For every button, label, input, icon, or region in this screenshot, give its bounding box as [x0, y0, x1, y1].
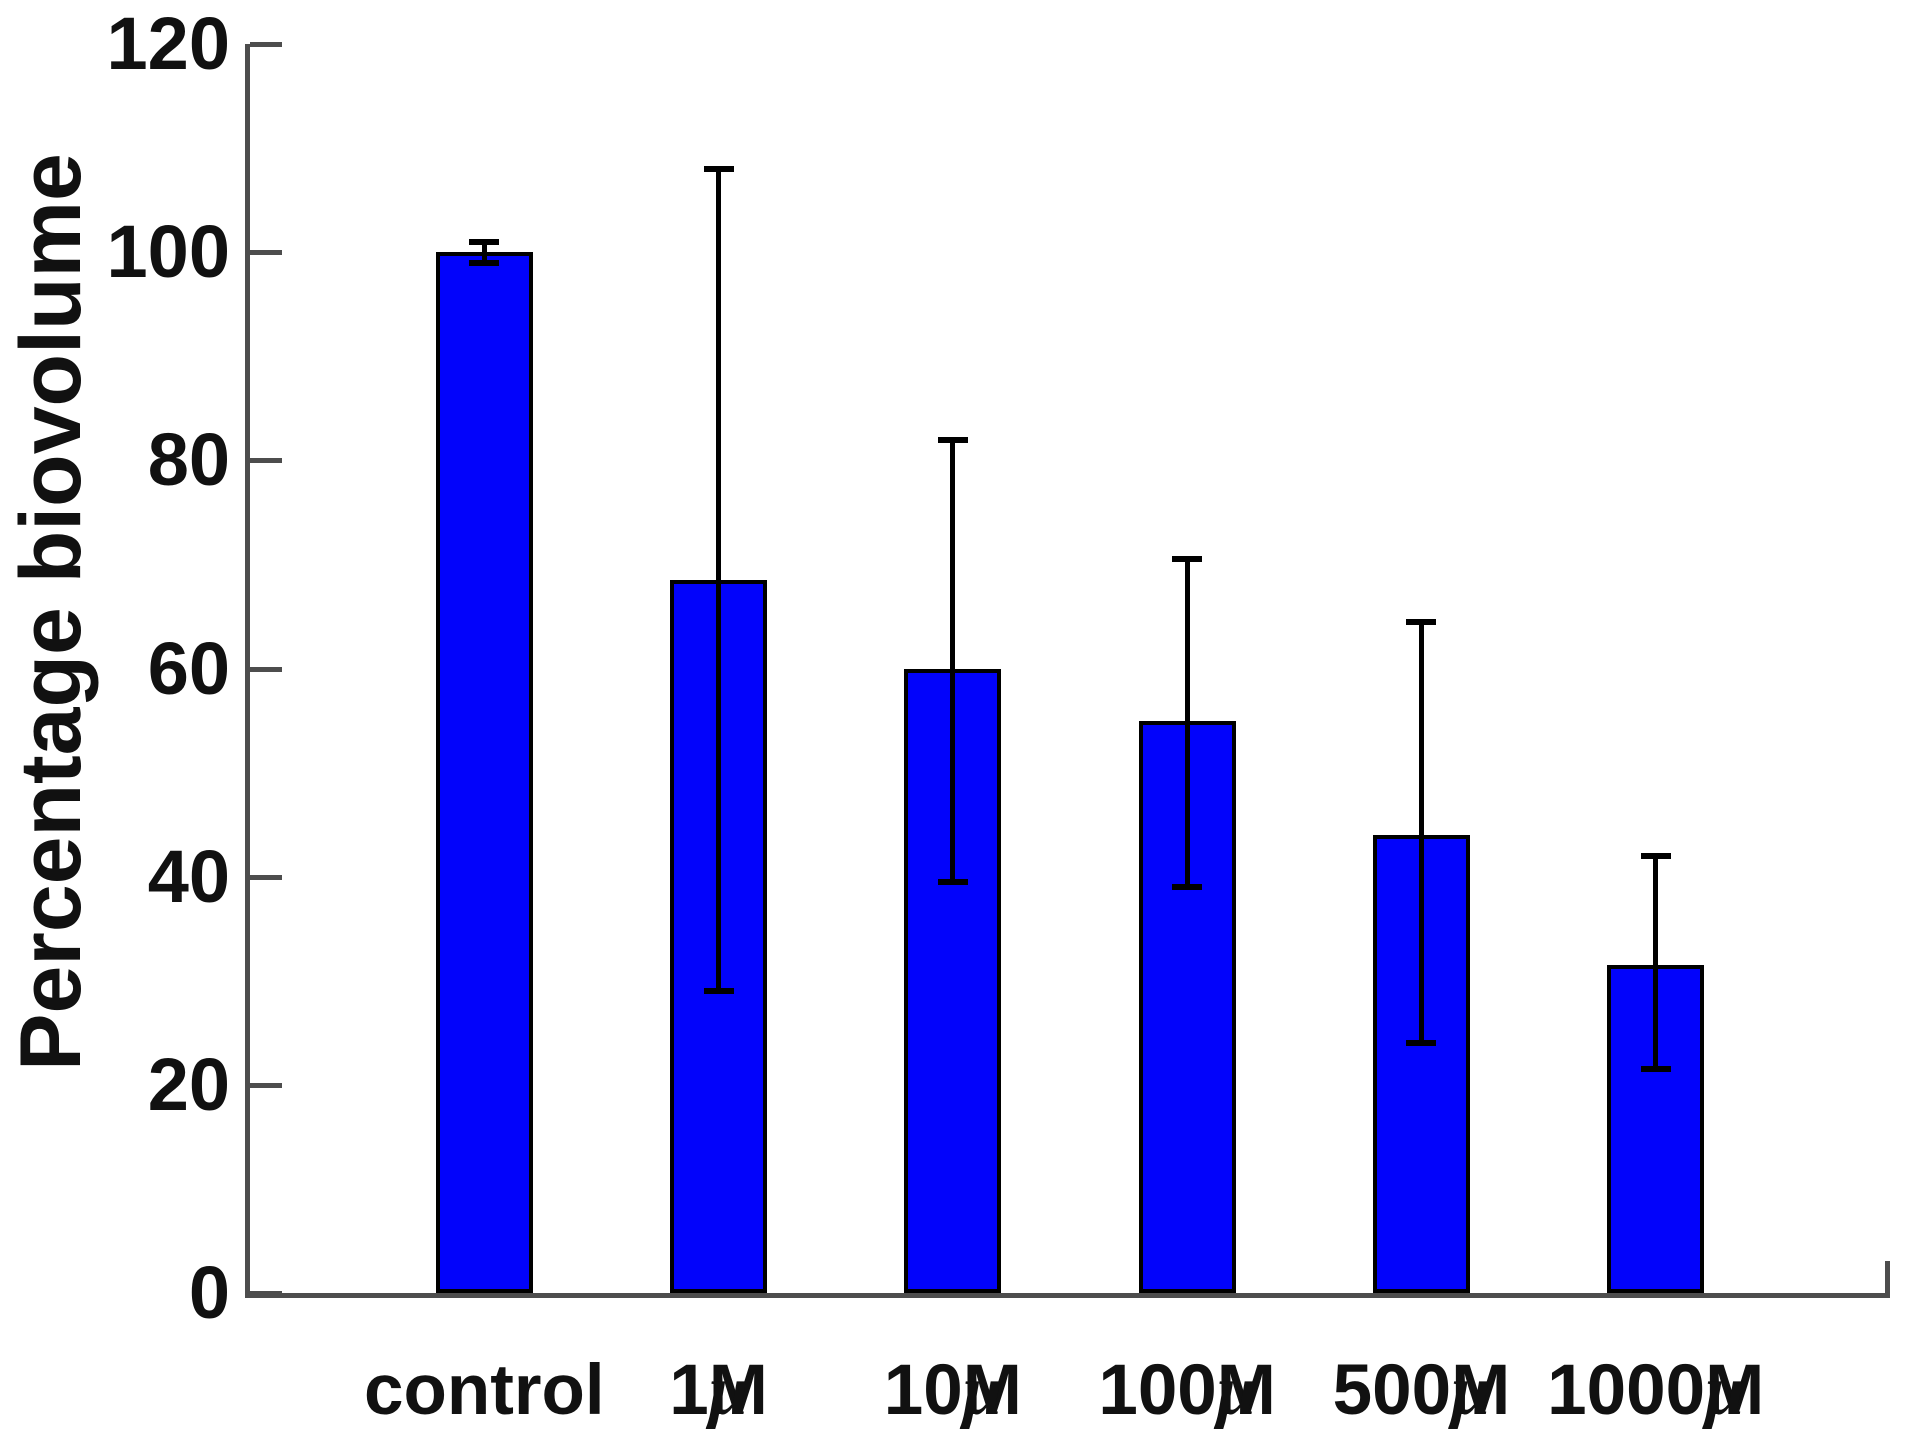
y-tick-label: 20 — [147, 1042, 230, 1126]
error-bar-top-cap — [1172, 556, 1203, 563]
mu-symbol: μ — [1705, 1352, 1745, 1430]
y-tick-label: 60 — [147, 626, 230, 710]
error-bar-top-cap — [703, 165, 734, 172]
x-tick-label: control — [363, 1351, 605, 1430]
x-tick-label: 10 μ M — [883, 1351, 1022, 1430]
y-tick-mark — [250, 250, 282, 256]
error-bar-top-cap — [1406, 618, 1437, 625]
error-bar-top-cap — [1640, 852, 1671, 859]
error-bar-line — [1653, 855, 1659, 1070]
y-tick-mark — [250, 874, 282, 880]
error-bar-line — [716, 168, 722, 992]
mu-symbol: μ — [1451, 1352, 1491, 1430]
y-tick-mark — [250, 666, 282, 672]
y-tick-mark — [250, 42, 282, 47]
x-axis-end-tick — [1885, 1261, 1890, 1293]
y-tick-label: 80 — [147, 418, 230, 502]
y-axis-line — [245, 44, 250, 1298]
mu-symbol: μ — [1216, 1352, 1257, 1430]
error-bar-line — [950, 439, 956, 882]
y-tick-label: 0 — [188, 1251, 230, 1334]
x-tick-label: 1000 μ M — [1547, 1351, 1765, 1430]
x-tick-label: 100 μ M — [1098, 1351, 1276, 1430]
y-tick-label: 100 — [106, 210, 230, 294]
error-bar-line — [1184, 559, 1190, 888]
error-bar-top-cap — [469, 238, 500, 245]
error-bar-line — [481, 241, 487, 263]
x-axis-line — [245, 1293, 1890, 1298]
error-bar-bottom-cap — [937, 878, 968, 885]
y-tick-label: 40 — [147, 834, 230, 918]
bar-control — [435, 252, 533, 1293]
y-tick-label: 120 — [106, 2, 230, 85]
error-bar-line — [1418, 621, 1424, 1044]
y-tick-mark — [250, 1082, 282, 1088]
error-bar-bottom-cap — [469, 259, 500, 266]
error-bar-top-cap — [937, 436, 968, 443]
mu-symbol: μ — [962, 1352, 1003, 1430]
mu-symbol: μ — [708, 1352, 749, 1430]
y-tick-mark — [250, 1291, 282, 1296]
error-bar-bottom-cap — [703, 988, 734, 995]
error-bar-bottom-cap — [1406, 1040, 1437, 1047]
error-bar-bottom-cap — [1640, 1066, 1671, 1073]
x-tick-label: 500 μ M — [1332, 1351, 1511, 1430]
error-bar-bottom-cap — [1172, 884, 1203, 891]
y-tick-mark — [250, 458, 282, 464]
